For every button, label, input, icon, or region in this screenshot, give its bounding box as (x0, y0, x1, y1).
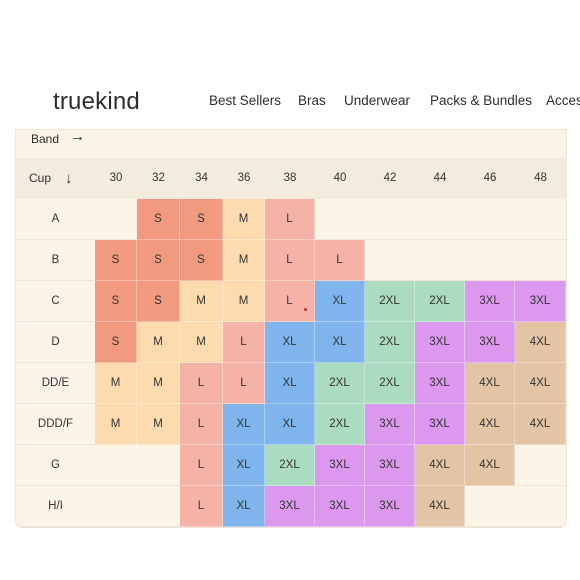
size-cell: M (223, 240, 265, 281)
size-cell: S (180, 240, 223, 281)
size-cell: 3XL (315, 486, 365, 527)
size-cell: 4XL (515, 322, 566, 363)
size-cell: 2XL (315, 363, 365, 404)
size-cell: S (137, 240, 180, 281)
size-cell: XL (265, 322, 315, 363)
size-cell: M (180, 281, 223, 322)
size-cell: 4XL (465, 404, 515, 445)
size-cell: M (137, 404, 180, 445)
size-cell: L (223, 322, 265, 363)
band-header-row: Cup ↓ 30 32 34 36 38 40 42 44 46 48 (16, 158, 566, 199)
arrow-down-icon: ↓ (65, 170, 73, 187)
cup-dd-e: DD/E (41, 377, 70, 389)
band-46: 46 (483, 172, 497, 184)
size-cell: 2XL (365, 363, 415, 404)
size-cell: S (137, 199, 180, 240)
size-cell: XL (265, 404, 315, 445)
size-cell: S (95, 281, 137, 322)
size-cell: M (95, 363, 137, 404)
size-cell: XL (315, 281, 365, 322)
cup-b: B (51, 254, 60, 266)
cup-label: Cup (29, 171, 52, 185)
size-cell: M (137, 363, 180, 404)
size-cell: 3XL (365, 445, 415, 486)
band-axis-label: Band → (16, 130, 566, 157)
size-cell: 4XL (515, 363, 566, 404)
band-label: Band (31, 132, 60, 146)
size-cell: 4XL (465, 363, 515, 404)
cup-c: C (51, 295, 60, 307)
band-44: 44 (433, 172, 447, 184)
band-42: 42 (383, 172, 397, 184)
size-cell: M (223, 199, 265, 240)
size-cell: 2XL (315, 404, 365, 445)
size-cell: 3XL (415, 404, 465, 445)
band-36: 36 (237, 172, 251, 184)
size-cell: L (180, 363, 223, 404)
nav-bras[interactable]: Bras (298, 93, 326, 108)
size-cell: 3XL (265, 486, 315, 527)
size-cell: M (180, 322, 223, 363)
site-header: truekind Best Sellers Bras Underwear Pac… (0, 70, 580, 132)
size-cell: XL (223, 445, 265, 486)
nav-underwear[interactable]: Underwear (344, 93, 411, 108)
size-cell: 3XL (465, 281, 515, 322)
size-cell: S (95, 240, 137, 281)
size-cell: L (180, 445, 223, 486)
size-cell: L (265, 281, 315, 322)
band-48: 48 (534, 172, 547, 184)
band-40: 40 (333, 172, 347, 184)
cup-a: A (51, 213, 60, 225)
size-cell: 3XL (365, 486, 415, 527)
nav-best-sellers[interactable]: Best Sellers (209, 93, 282, 108)
cup-ddd-f: DDD/F (37, 418, 74, 430)
size-cell: 2XL (265, 445, 315, 486)
size-cell: 3XL (415, 322, 465, 363)
size-cell: XL (315, 322, 365, 363)
cup-g: G (51, 459, 60, 471)
size-cell: XL (223, 404, 265, 445)
size-cell: 2XL (415, 281, 465, 322)
truekind-logo[interactable]: truekind (53, 88, 140, 115)
size-cell: 3XL (365, 404, 415, 445)
size-cell: L (223, 363, 265, 404)
size-cell: L (180, 486, 223, 527)
size-cell: S (180, 199, 223, 240)
size-cell: 4XL (515, 404, 566, 445)
band-34: 34 (195, 172, 208, 184)
size-cell: XL (223, 486, 265, 527)
band-32: 32 (152, 172, 165, 184)
size-cell: S (137, 281, 180, 322)
size-cell: 3XL (465, 322, 515, 363)
size-cell: 3XL (315, 445, 365, 486)
size-cell: 2XL (365, 281, 415, 322)
size-cell: 2XL (365, 322, 415, 363)
size-cell: M (137, 322, 180, 363)
size-cell: 4XL (465, 445, 515, 486)
size-cell: M (223, 281, 265, 322)
cursor-dot (304, 308, 307, 311)
nav-accessories[interactable]: Acces (546, 93, 580, 108)
size-cell: 4XL (415, 486, 465, 527)
size-cell: 3XL (515, 281, 566, 322)
nav-packs-bundles[interactable]: Packs & Bundles (430, 93, 533, 108)
size-cell: M (95, 404, 137, 445)
cup-h-i: H/I (48, 500, 63, 512)
arrow-right-icon: → (70, 130, 85, 145)
size-cell: S (95, 322, 137, 363)
size-cell: L (315, 240, 365, 281)
size-cell: 3XL (415, 363, 465, 404)
size-cell: L (265, 199, 315, 240)
size-cell: XL (265, 363, 315, 404)
size-cell: 4XL (415, 445, 465, 486)
size-cell: L (180, 404, 223, 445)
cup-d: D (51, 336, 60, 348)
band-38: 38 (283, 172, 297, 184)
band-30: 30 (109, 172, 123, 184)
size-cell: L (265, 240, 315, 281)
